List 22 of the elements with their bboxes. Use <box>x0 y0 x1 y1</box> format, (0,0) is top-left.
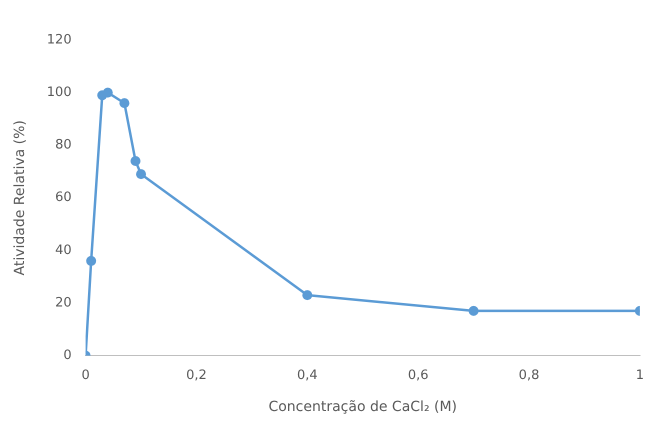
y-tick-label: 100 <box>46 84 72 100</box>
point <box>136 169 146 180</box>
y-tick-label: 80 <box>55 138 72 153</box>
y-tick-label: 0 <box>63 348 72 363</box>
x-tick-label: 0,4 <box>296 368 318 383</box>
y-tick-label: 120 <box>46 32 72 48</box>
point <box>130 156 140 166</box>
point <box>86 256 96 266</box>
point <box>468 306 479 316</box>
point <box>102 88 113 98</box>
x-tick-label: 0,2 <box>186 368 207 383</box>
y-axis-title: Atividade Relativa (%) <box>12 120 28 276</box>
point <box>119 98 130 108</box>
x-tick-label: 1 <box>636 368 644 383</box>
x-tick-label: 0,8 <box>518 368 540 383</box>
x-tick-label: 0 <box>81 368 90 383</box>
y-tick-label: 20 <box>55 295 72 310</box>
x-tick-label: 0,6 <box>408 368 429 383</box>
x-axis-title: Concentração de CaCl₂ (M) <box>268 399 458 416</box>
y-tick-label: 60 <box>55 190 72 206</box>
point <box>302 290 312 300</box>
y-tick-label: 40 <box>55 242 72 258</box>
